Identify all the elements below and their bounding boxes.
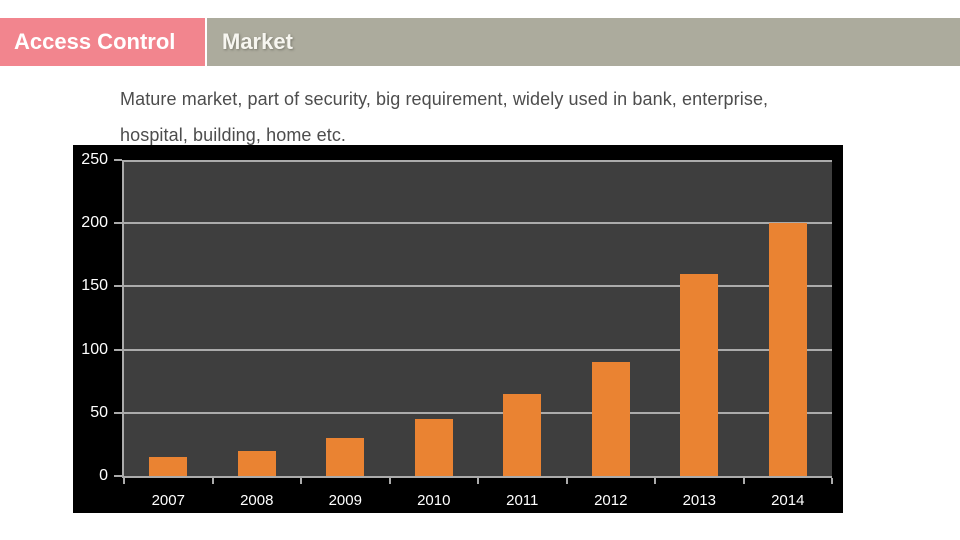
description-line-2: hospital, building, home etc. <box>120 125 347 145</box>
header-category-box: Access Control <box>0 18 205 66</box>
y-tick-label-100: 100 <box>81 340 108 358</box>
x-tick-mark-3 <box>388 478 391 484</box>
gridline-50 <box>124 411 832 414</box>
x-tick-mark-4 <box>477 478 479 484</box>
bar-2009 <box>326 438 365 476</box>
bar-2010 <box>414 419 453 476</box>
gridline-150 <box>124 285 832 288</box>
market-bar-chart: 0 50 100 150 200 250 2007 2008 2009 2010 2011 2012 2… <box>73 145 843 513</box>
x-tick-label-2013: 2013 <box>682 492 716 509</box>
bar-2012 <box>591 362 630 476</box>
bar-2011 <box>503 393 542 476</box>
gridline-250 <box>124 160 832 162</box>
bar-2008 <box>237 450 276 476</box>
y-tick-mark-50 <box>114 411 122 414</box>
x-tick-label-2012: 2012 <box>594 492 628 509</box>
bar-2007 <box>149 457 188 476</box>
header-section-label: Market <box>222 29 293 54</box>
y-tick-label-200: 200 <box>81 214 108 232</box>
x-tick-mark-7 <box>742 478 745 484</box>
market-description: Mature market, part of security, big req… <box>120 81 840 153</box>
bar-2014 <box>768 223 807 476</box>
x-tick-label-2008: 2008 <box>240 492 274 509</box>
y-tick-mark-150 <box>114 285 122 288</box>
header-section-bar: Market <box>207 18 960 66</box>
y-tick-label-50: 50 <box>90 403 108 421</box>
x-tick-mark-2 <box>300 478 302 484</box>
bar-2013 <box>680 273 719 476</box>
x-tick-label-2007: 2007 <box>151 492 185 509</box>
x-tick-label-2009: 2009 <box>328 492 362 509</box>
gridline-100 <box>124 348 832 351</box>
header-category-label: Access Control <box>14 29 176 54</box>
y-tick-label-150: 150 <box>81 277 108 295</box>
y-tick-mark-200 <box>114 222 122 225</box>
y-tick-mark-250 <box>114 159 122 161</box>
x-tick-mark-1 <box>211 478 214 484</box>
x-tick-label-2011: 2011 <box>506 492 539 509</box>
y-tick-label-0: 0 <box>99 467 108 484</box>
description-line-1: Mature market, part of security, big req… <box>120 89 769 109</box>
x-tick-label-2014: 2014 <box>771 492 805 509</box>
x-tick-mark-8 <box>831 478 833 484</box>
gridline-200 <box>124 222 832 225</box>
y-tick-label-250: 250 <box>81 151 108 168</box>
x-tick-mark-0 <box>123 478 125 484</box>
y-tick-mark-100 <box>114 348 122 351</box>
plot-area <box>122 160 832 478</box>
x-tick-mark-6 <box>654 478 656 484</box>
x-tick-mark-5 <box>565 478 568 484</box>
y-tick-mark-0 <box>114 475 122 477</box>
x-tick-label-2010: 2010 <box>417 492 451 509</box>
